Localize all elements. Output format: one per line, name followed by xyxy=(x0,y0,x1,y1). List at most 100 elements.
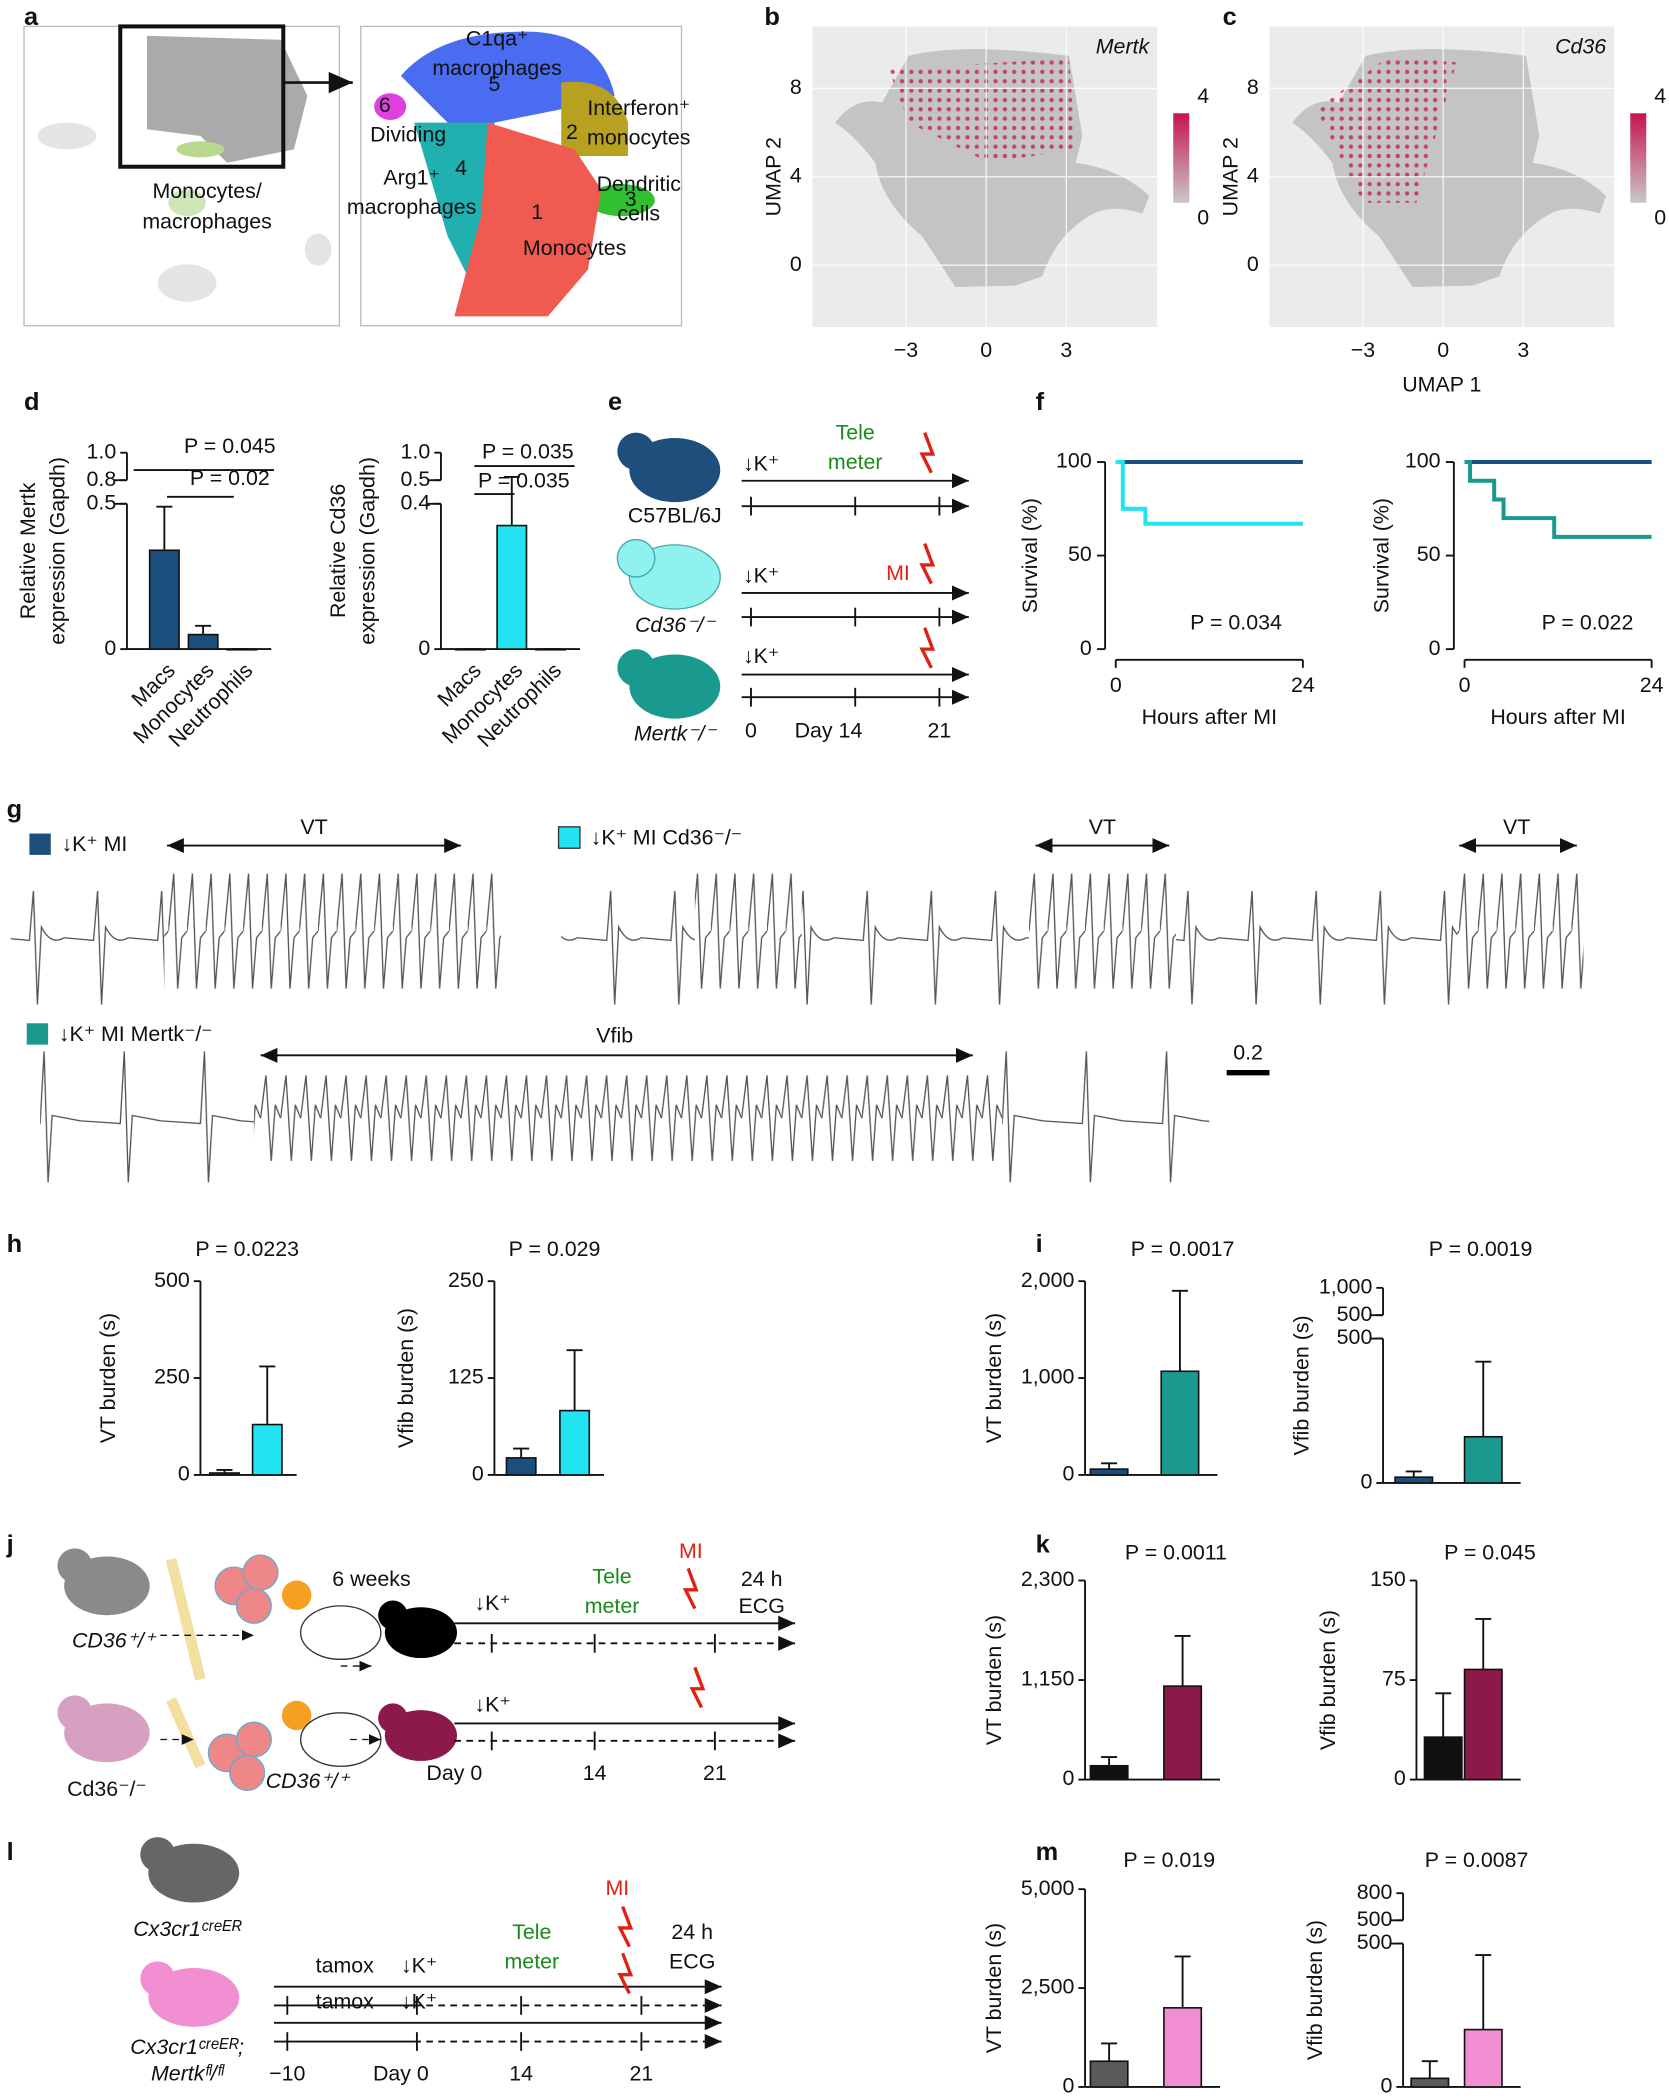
panel-j-text: 24 h xyxy=(741,1567,783,1591)
cluster-label: cells xyxy=(617,201,660,225)
panel-g-text: ↓K⁺ MI Cd36⁻/⁻ xyxy=(591,826,742,850)
panel-l-text: Cx3cr1ᶜʳᵉᴱᴿ; xyxy=(130,2035,244,2059)
y-tick-label: 50 xyxy=(1068,542,1092,566)
y-tick-label: 500 xyxy=(154,1268,190,1292)
y-tick-label: 0 xyxy=(472,1462,484,1486)
y-axis-label: Relative Cd36 xyxy=(326,484,350,618)
y-tick-label: 8 xyxy=(1247,75,1259,99)
error-bar xyxy=(1421,2060,1438,2079)
y-tick-label: 500 xyxy=(1357,1930,1393,1954)
panel-j-circle xyxy=(57,1695,93,1731)
y-tick-label: 0.5 xyxy=(87,490,117,514)
panel-j-circle xyxy=(242,1554,279,1591)
x-tick-label: 0 xyxy=(980,338,992,362)
error-bar xyxy=(216,1468,233,1473)
y-tick-label: 0 xyxy=(1429,636,1441,660)
y-tick-label: 250 xyxy=(448,1268,484,1292)
y-tick-label: 8 xyxy=(790,75,802,99)
y-axis-label: Survival (%) xyxy=(1370,498,1394,613)
error-bar xyxy=(1174,1955,1191,2008)
x-tick-label: 0 xyxy=(1110,673,1122,697)
panel-j-text: 6 weeks xyxy=(332,1567,410,1591)
error-bar xyxy=(1101,2042,1118,2062)
panel-e-text: MI xyxy=(886,561,910,585)
panel-g-rect xyxy=(253,1037,1003,1185)
y-tick-label: 0.5 xyxy=(401,467,431,491)
y-tick-label: 0 xyxy=(1062,1766,1074,1790)
x-tick-label: 0 xyxy=(1437,338,1449,362)
panel-g-text: 0.2 xyxy=(1233,1041,1263,1065)
panel-a xyxy=(23,24,683,327)
y-axis-label: Vfib burden (s) xyxy=(1290,1315,1314,1455)
panel-j-polyline xyxy=(689,1666,706,1709)
panel-label: h xyxy=(7,1230,23,1258)
y-tick-label: 0 xyxy=(104,636,116,660)
y-tick-label: 0 xyxy=(1062,2074,1074,2098)
panel-e-text: C57BL/6J xyxy=(628,503,722,527)
y-tick-label: 2,500 xyxy=(1021,1975,1075,1999)
bar xyxy=(251,1423,283,1476)
panel-b-plot-path xyxy=(888,58,1076,163)
cluster-number: 1 xyxy=(531,200,543,224)
y-axis-label: VT burden (s) xyxy=(96,1313,120,1443)
panel-l-text: tamox xyxy=(316,1989,375,2013)
error-bar xyxy=(156,505,173,551)
x-tick-label: 0 xyxy=(1459,673,1471,697)
y-axis-label: Vfib burden (s) xyxy=(1316,1610,1340,1750)
panel-g-rect xyxy=(1175,857,1457,1018)
cluster-label: macrophages xyxy=(432,56,562,80)
panel-label: i xyxy=(1036,1230,1043,1258)
panel-label: a xyxy=(24,3,39,31)
cluster-label: C1qa⁺ xyxy=(466,26,528,50)
cluster-label: Dividing xyxy=(370,123,446,147)
panel-l-text: Cx3cr1ᶜʳᵉᴱᴿ xyxy=(133,1917,242,1941)
panel-label: f xyxy=(1036,388,1045,416)
panel-l-polyline xyxy=(617,1952,634,1995)
x-axis-label: Hours after MI xyxy=(1142,705,1277,729)
p-value: P = 0.0011 xyxy=(1125,1540,1227,1564)
panel-j-circle xyxy=(378,1600,408,1630)
panel-j-text: 21 xyxy=(703,1761,727,1785)
y-tick-label: 4 xyxy=(790,163,802,187)
survival-curve xyxy=(1115,460,1303,526)
panel-e-text: Day 14 xyxy=(795,719,863,743)
y-tick-label: 0 xyxy=(1381,2074,1393,2098)
error-bar xyxy=(566,1349,583,1411)
cluster-number: 3 xyxy=(625,187,637,211)
p-value: P = 0.0087 xyxy=(1425,1848,1529,1872)
x-tick-label: 24 xyxy=(1640,673,1664,697)
panel-e-circle xyxy=(617,649,655,687)
error-bar xyxy=(1435,1692,1452,1738)
panel-e-text: ↓K⁺ xyxy=(743,451,779,475)
y-axis-label: UMAP 2 xyxy=(1219,137,1243,216)
panel-j-circle xyxy=(281,1700,312,1731)
bar xyxy=(1410,2077,1450,2088)
panel-label: e xyxy=(608,388,622,416)
y-tick-label: 1,150 xyxy=(1021,1667,1075,1691)
x-axis-label: UMAP 1 xyxy=(1402,373,1481,397)
panel-g-text: VT xyxy=(1503,815,1530,839)
panel-j-text: 14 xyxy=(583,1761,607,1785)
y-axis-label: Vfib burden (s) xyxy=(394,1308,418,1448)
panel-a-path xyxy=(561,81,629,157)
panel-a-ellipse xyxy=(587,184,655,217)
panel-j-text: ↓K⁺ xyxy=(474,1693,510,1717)
p-value: P = 0.035 xyxy=(482,439,574,463)
bar xyxy=(559,1409,591,1476)
p-value: P = 0.045 xyxy=(184,434,276,458)
y-tick-label: 500 xyxy=(1357,1907,1393,1931)
y-tick-label: 2,300 xyxy=(1021,1567,1075,1591)
error-bar xyxy=(1475,1360,1492,1437)
panel-e-circle xyxy=(617,432,655,471)
bar xyxy=(148,549,180,650)
panel-g-rect xyxy=(10,857,165,1018)
panel-e-text: ↓K⁺ xyxy=(743,644,779,668)
error-bar xyxy=(1405,1470,1422,1478)
y-axis-label: expression (Gapdh) xyxy=(355,457,379,645)
p-value: P = 0.045 xyxy=(1444,1540,1536,1564)
panel-l-text: 24 h xyxy=(671,1920,713,1944)
panel-a-ellipse xyxy=(374,93,407,120)
panel-g-rect xyxy=(1456,857,1584,1018)
gene-name: Cd36 xyxy=(1555,34,1606,58)
y-tick-label: 1,000 xyxy=(1021,1365,1075,1389)
